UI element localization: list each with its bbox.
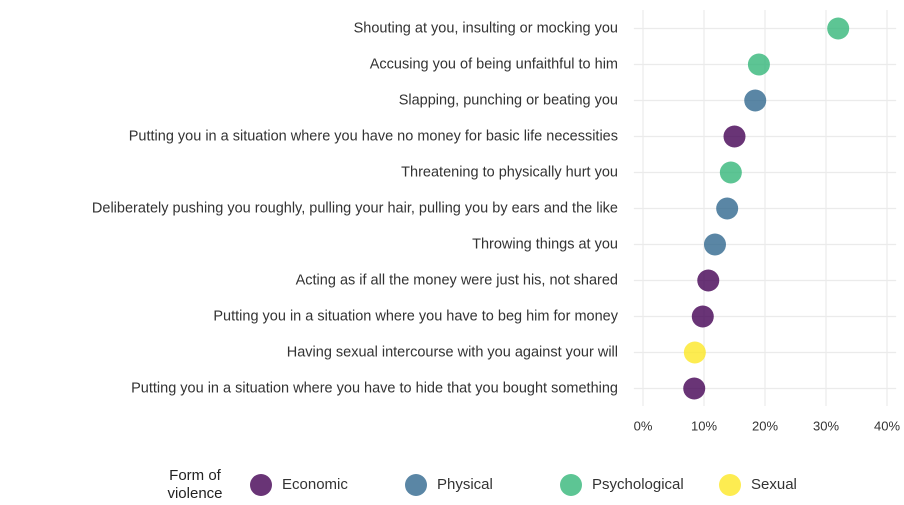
x-tick-label: 30% (813, 418, 839, 433)
y-tick-label: Putting you in a situation where you hav… (129, 128, 618, 144)
y-tick-label: Accusing you of being unfaithful to him (370, 56, 618, 72)
dot (703, 233, 726, 256)
x-tick-label: 10% (691, 418, 717, 433)
dot (827, 17, 850, 40)
y-tick-label: Deliberately pushing you roughly, pullin… (92, 200, 618, 216)
dot (744, 89, 767, 112)
legend-label: Sexual (751, 476, 797, 493)
dot (719, 161, 742, 184)
y-tick-label: Shouting at you, insulting or mocking yo… (354, 20, 618, 36)
y-tick-label: Throwing things at you (472, 236, 618, 252)
dot (723, 125, 746, 148)
dot (683, 341, 706, 364)
x-tick-label: 40% (874, 418, 900, 433)
legend-swatch (250, 474, 272, 496)
dot (716, 197, 739, 220)
legend-label: Psychological (592, 476, 684, 493)
legend-title: Form of violence (167, 467, 223, 502)
legend-swatch (405, 474, 427, 496)
legend-swatch (719, 474, 741, 496)
y-tick-label: Threatening to physically hurt you (401, 164, 618, 180)
y-tick-label: Having sexual intercourse with you again… (287, 344, 618, 360)
dot (683, 377, 706, 400)
y-tick-label: Putting you in a situation where you hav… (213, 308, 618, 324)
legend-label: Physical (437, 476, 493, 493)
dot (697, 269, 720, 292)
y-tick-label: Putting you in a situation where you hav… (131, 380, 618, 396)
x-tick-label: 20% (752, 418, 778, 433)
x-tick-label: 0% (634, 418, 653, 433)
legend-swatch (560, 474, 582, 496)
y-tick-label: Slapping, punching or beating you (399, 92, 618, 108)
legend-label: Economic (282, 476, 348, 493)
dot (691, 305, 714, 328)
dot (747, 53, 770, 76)
y-tick-label: Acting as if all the money were just his… (296, 272, 618, 288)
